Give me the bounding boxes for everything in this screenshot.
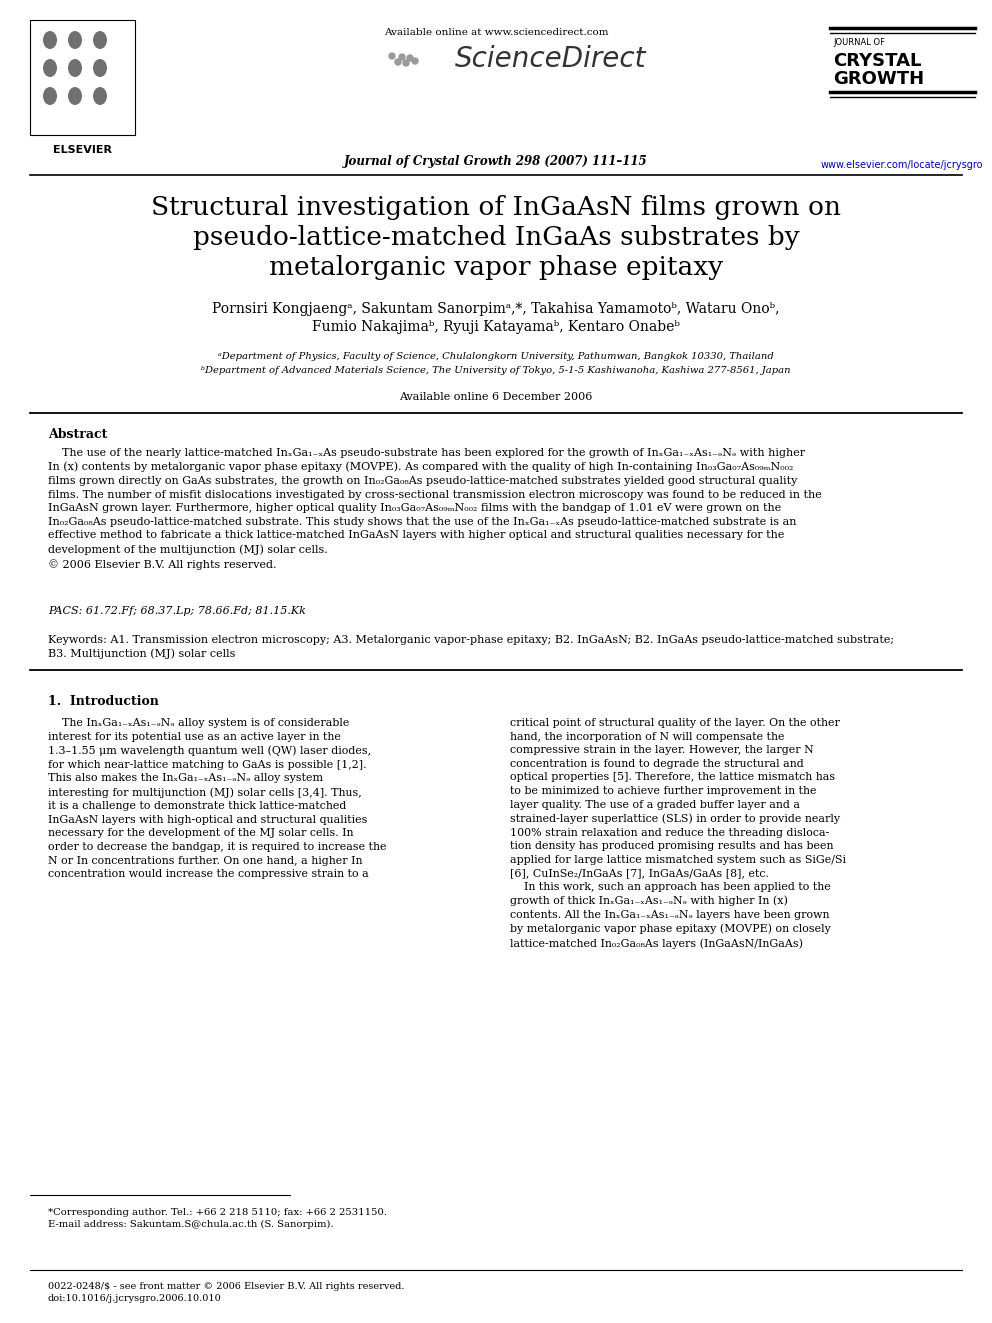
Text: Pornsiri Kongjaengᵃ, Sakuntam Sanorpimᵃ,*, Takahisa Yamamotoᵇ, Wataru Onoᵇ,: Pornsiri Kongjaengᵃ, Sakuntam Sanorpimᵃ,… (212, 302, 780, 316)
Text: Abstract: Abstract (48, 429, 107, 441)
Ellipse shape (93, 87, 107, 105)
Text: *Corresponding author. Tel.: +66 2 218 5110; fax: +66 2 2531150.
E-mail address:: *Corresponding author. Tel.: +66 2 218 5… (48, 1208, 387, 1229)
Text: critical point of structural quality of the layer. On the other
hand, the incorp: critical point of structural quality of … (510, 718, 846, 949)
Ellipse shape (43, 60, 57, 77)
Text: PACS: 61.72.Ff; 68.37.Lp; 78.66.Fd; 81.15.Kk: PACS: 61.72.Ff; 68.37.Lp; 78.66.Fd; 81.1… (48, 606, 306, 617)
Text: Fumio Nakajimaᵇ, Ryuji Katayamaᵇ, Kentaro Onabeᵇ: Fumio Nakajimaᵇ, Ryuji Katayamaᵇ, Kentar… (312, 320, 680, 333)
Text: The InₓGa₁₋ₓAs₁₋ₔNₔ alloy system is of considerable
interest for its potential u: The InₓGa₁₋ₓAs₁₋ₔNₔ alloy system is of c… (48, 718, 387, 880)
Text: Structural investigation of InGaAsN films grown on: Structural investigation of InGaAsN film… (151, 194, 841, 220)
Text: Journal of Crystal Growth 298 (2007) 111–115: Journal of Crystal Growth 298 (2007) 111… (344, 155, 648, 168)
Ellipse shape (43, 87, 57, 105)
Text: GROWTH: GROWTH (833, 70, 925, 89)
Ellipse shape (93, 60, 107, 77)
Circle shape (399, 54, 405, 60)
Ellipse shape (43, 30, 57, 49)
Text: Available online 6 December 2006: Available online 6 December 2006 (400, 392, 592, 402)
Text: ᵇDepartment of Advanced Materials Science, The University of Tokyo, 5-1-5 Kashiw: ᵇDepartment of Advanced Materials Scienc… (201, 366, 791, 374)
Ellipse shape (68, 87, 82, 105)
Text: JOURNAL OF: JOURNAL OF (833, 38, 885, 48)
Text: pseudo-lattice-matched InGaAs substrates by: pseudo-lattice-matched InGaAs substrates… (192, 225, 800, 250)
Text: 1.  Introduction: 1. Introduction (48, 695, 159, 708)
Text: ᵃDepartment of Physics, Faculty of Science, Chulalongkorn University, Pathumwan,: ᵃDepartment of Physics, Faculty of Scien… (218, 352, 774, 361)
Text: The use of the nearly lattice-matched InₓGa₁₋ₓAs pseudo-substrate has been explo: The use of the nearly lattice-matched In… (48, 448, 821, 570)
Bar (30, 20, 135, 135)
Ellipse shape (68, 60, 82, 77)
Text: ELSEVIER: ELSEVIER (53, 146, 112, 155)
Ellipse shape (93, 30, 107, 49)
Text: www.elsevier.com/locate/jcrysgro: www.elsevier.com/locate/jcrysgro (820, 160, 983, 169)
Circle shape (412, 58, 418, 64)
Text: CRYSTAL: CRYSTAL (833, 52, 922, 70)
Text: Available online at www.sciencedirect.com: Available online at www.sciencedirect.co… (384, 28, 608, 37)
Circle shape (389, 53, 395, 60)
Text: ScienceDirect: ScienceDirect (455, 45, 647, 73)
Circle shape (395, 60, 401, 65)
Text: 0022-0248/$ - see front matter © 2006 Elsevier B.V. All rights reserved.
doi:10.: 0022-0248/$ - see front matter © 2006 El… (48, 1282, 405, 1303)
Circle shape (407, 56, 413, 61)
Text: metalorganic vapor phase epitaxy: metalorganic vapor phase epitaxy (269, 255, 723, 280)
Ellipse shape (68, 30, 82, 49)
Circle shape (403, 60, 409, 66)
Text: Keywords: A1. Transmission electron microscopy; A3. Metalorganic vapor-phase epi: Keywords: A1. Transmission electron micr… (48, 635, 894, 659)
